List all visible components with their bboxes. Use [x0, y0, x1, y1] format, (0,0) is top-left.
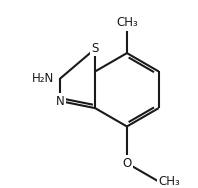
Text: CH₃: CH₃ [116, 16, 138, 29]
Text: S: S [91, 42, 99, 55]
Text: O: O [122, 157, 131, 170]
Text: CH₃: CH₃ [159, 175, 180, 188]
Text: N: N [56, 95, 65, 108]
Text: H₂N: H₂N [32, 72, 54, 85]
